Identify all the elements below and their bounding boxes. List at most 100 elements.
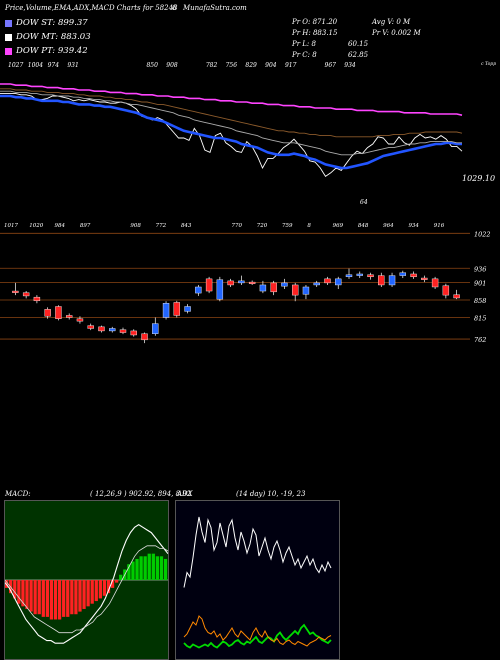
- price-top-label: 1020: [29, 223, 43, 229]
- macd-histogram-bar: [119, 574, 123, 580]
- price-candle-body: [184, 306, 191, 312]
- macd-histogram-bar: [41, 580, 45, 617]
- chart-title: Price,Volume,EMA,ADX,MACD Charts for 582…: [5, 4, 178, 12]
- price-candle-body: [152, 323, 159, 334]
- legend-dow-mt: DOW MT: 883.03: [5, 30, 91, 44]
- ema-top-label: 908: [166, 62, 178, 69]
- price-candle-body: [141, 333, 148, 341]
- chart-code-suffix: 6: [172, 4, 177, 12]
- price-candle-body: [453, 294, 460, 299]
- macd-histogram-bar: [13, 580, 17, 599]
- macd-histogram-bar: [21, 580, 25, 607]
- macd-histogram-bar: [98, 580, 102, 599]
- macd-histogram-bar: [115, 580, 119, 583]
- macd-chart: [5, 501, 168, 659]
- price-axis-label: 1022: [474, 230, 491, 238]
- price-axis-label: 858: [474, 297, 486, 305]
- price-candle-body: [162, 303, 170, 318]
- macd-histogram-bar: [29, 580, 33, 612]
- price-top-label: 1017: [4, 223, 18, 229]
- price-candle-body: [281, 282, 288, 287]
- ema-series-line: [0, 83, 463, 116]
- macd-histogram-bar: [94, 580, 98, 602]
- price-candle-body: [313, 282, 320, 286]
- macd-title: MACD:: [5, 490, 31, 498]
- stat-avg-v: Avg V: 0 M: [372, 18, 411, 26]
- price-axis-label: 936: [474, 265, 486, 273]
- stat-pr-c: Pr C: 8: [292, 51, 317, 59]
- macd-histogram-bar: [151, 553, 155, 580]
- macd-histogram-bar: [131, 561, 135, 580]
- price-candle-body: [367, 274, 374, 278]
- adx-series-line: [183, 615, 332, 647]
- price-candle-body: [302, 286, 310, 295]
- price-top-label: 772: [156, 223, 167, 229]
- legend-swatch-dow-pt: [5, 47, 12, 55]
- macd-signal-line: [5, 545, 168, 634]
- macd-panel: [4, 500, 169, 660]
- stat-pr-v: Pr V: 0.002 M: [372, 29, 421, 37]
- price-candle-body: [345, 274, 353, 278]
- price-top-label: 908: [130, 223, 141, 229]
- price-candle-body: [399, 272, 407, 276]
- price-top-label: 964: [383, 223, 394, 229]
- macd-histogram-bar: [86, 580, 90, 607]
- stat-pr-l: Pr L: 8: [292, 40, 316, 48]
- macd-histogram-bar: [90, 580, 94, 604]
- macd-histogram-bar: [78, 580, 82, 612]
- price-candle-body: [65, 315, 73, 318]
- price-top-label: 759: [282, 223, 293, 229]
- macd-histogram-bar: [143, 556, 147, 580]
- ema-top-label: 931: [67, 62, 78, 69]
- macd-histogram-bar: [33, 580, 37, 615]
- price-candle-body: [431, 278, 439, 288]
- price-candle-body: [173, 302, 181, 316]
- stat-pr-l-value: 60.15: [348, 40, 369, 48]
- price-candle-body: [22, 292, 30, 297]
- adx-series-line: [183, 623, 332, 649]
- macd-histogram-bar: [25, 580, 29, 609]
- price-axis-label: 762: [474, 336, 486, 344]
- ema-top-label: 934: [344, 62, 356, 69]
- price-candle-body: [216, 279, 224, 300]
- ema-series-line: [0, 90, 462, 156]
- legend-dow-st: DOW ST: 899.37: [5, 16, 88, 30]
- price-candle-body: [356, 273, 363, 276]
- ema-top-label: 756: [226, 62, 238, 69]
- price-candle-body: [227, 280, 234, 286]
- macd-histogram-bar: [155, 556, 160, 580]
- macd-histogram-bar: [17, 580, 21, 604]
- price-top-label: 8: [307, 223, 311, 229]
- ema-right-label: 1029.10: [462, 174, 495, 183]
- ema-top-label: 904: [265, 62, 277, 69]
- macd-histogram-bar: [82, 580, 86, 609]
- price-top-label: 916: [434, 223, 445, 229]
- stat-pr-o: Pr O: 871.20: [292, 18, 338, 26]
- ema-top-label: 829: [245, 62, 257, 69]
- macd-histogram-bar: [147, 553, 151, 580]
- legend-swatch-dow-mt: [5, 33, 12, 41]
- price-candle-body: [442, 285, 450, 296]
- legend-swatch-dow-st: [5, 19, 12, 27]
- macd-histogram-bar: [106, 580, 111, 594]
- price-candle-body: [76, 318, 84, 322]
- macd-histogram-bar: [163, 558, 168, 580]
- adx-series-line: [183, 516, 332, 588]
- price-axis-label: 815: [474, 314, 486, 322]
- legend-dow-pt: DOW PT: 939.42: [5, 44, 88, 58]
- price-top-label: 934: [408, 223, 419, 229]
- ema-top-label: 782: [206, 62, 218, 69]
- price-top-label: 720: [257, 223, 268, 229]
- macd-histogram-bar: [49, 580, 54, 620]
- macd-histogram-bar: [139, 556, 143, 580]
- macd-histogram-bar: [127, 564, 131, 580]
- price-top-label: 897: [80, 223, 91, 229]
- macd-histogram-bar: [102, 580, 107, 596]
- macd-histogram-bar: [45, 580, 50, 617]
- site-name[interactable]: MunafaSutra.com: [183, 4, 247, 12]
- adx-panel: [175, 500, 340, 660]
- price-candle-body: [130, 330, 137, 336]
- price-candle-body: [109, 328, 116, 332]
- ema-top-label: 1027: [8, 62, 23, 69]
- legend-label-dow-pt: DOW PT: 939.42: [16, 46, 88, 56]
